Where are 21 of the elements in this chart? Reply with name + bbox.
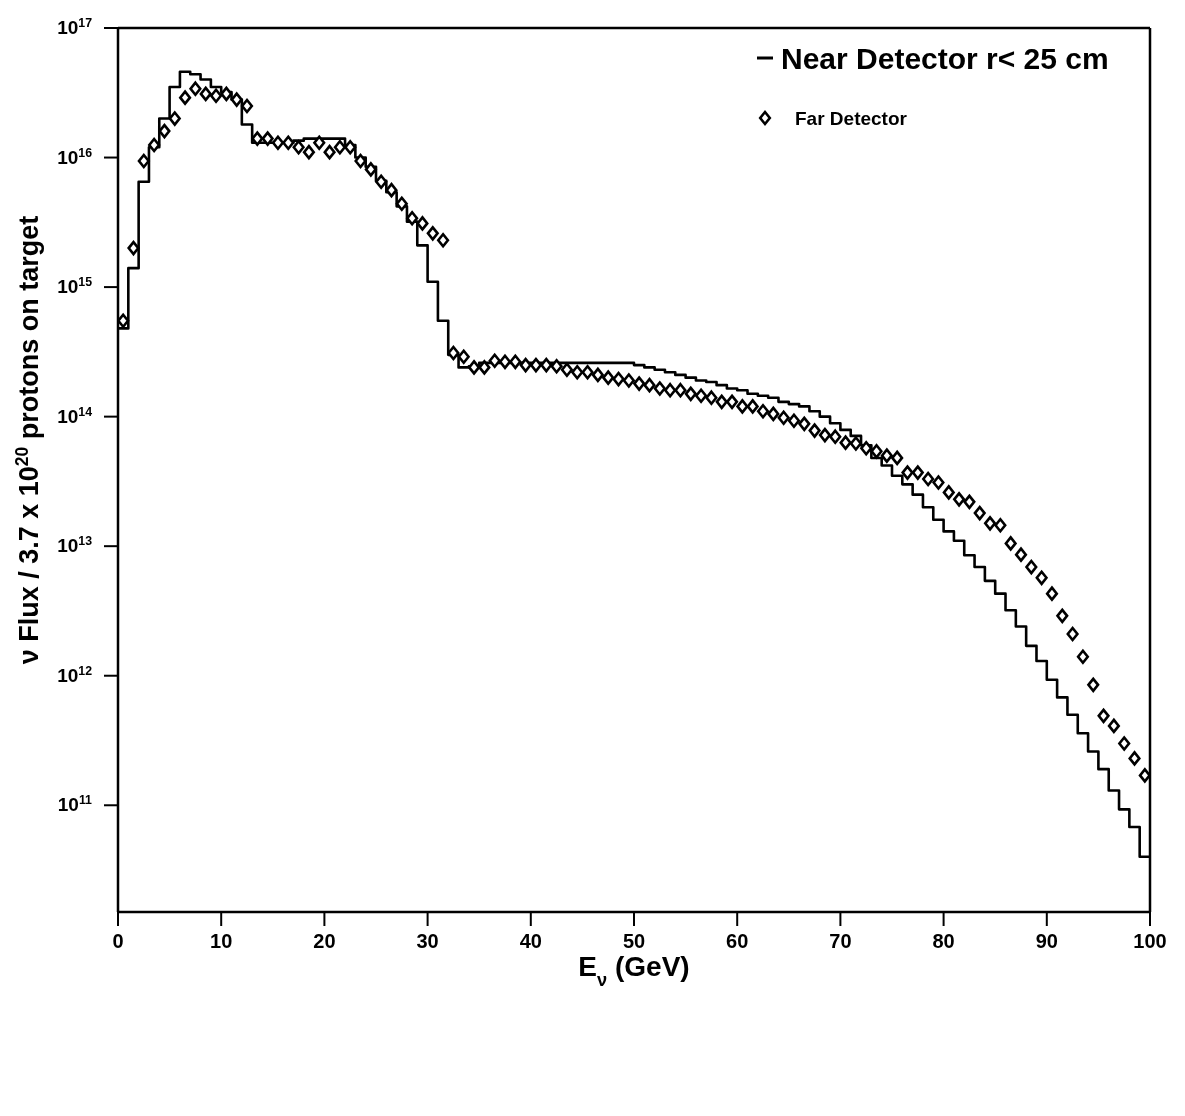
x-tick-label: 0	[112, 930, 124, 952]
y-tick-label: 10$^{12}$	[57, 663, 93, 686]
x-tick-label: 60	[726, 930, 749, 952]
y-tick-label: 10$^{15}$	[57, 275, 93, 298]
x-tick-label: 20	[313, 930, 336, 952]
x-tick-label: 100	[1133, 930, 1167, 952]
x-axis-title: E$_{ν}$ (GeV)	[578, 951, 690, 990]
x-tick-label: 10	[210, 930, 233, 952]
y-tick-label: 10$^{13}$	[57, 534, 93, 557]
y-tick-label: 10$^{17}$	[57, 16, 93, 38]
y-tick-label: 10$^{11}$	[57, 793, 93, 816]
x-tick-label: 30	[416, 930, 439, 952]
x-tick-label: 40	[519, 930, 542, 952]
y-tick-label: 10$^{16}$	[57, 145, 93, 168]
x-tick-label: 90	[1035, 930, 1058, 952]
legend-label: Far Detector	[795, 107, 908, 129]
legend-label: Near Detector r< 25 cm	[781, 41, 1109, 75]
x-tick-label: 80	[932, 930, 955, 952]
x-tick-label: 50	[622, 930, 646, 952]
x-tick-label: 70	[829, 930, 852, 952]
y-tick-label: 10$^{14}$	[57, 404, 93, 427]
